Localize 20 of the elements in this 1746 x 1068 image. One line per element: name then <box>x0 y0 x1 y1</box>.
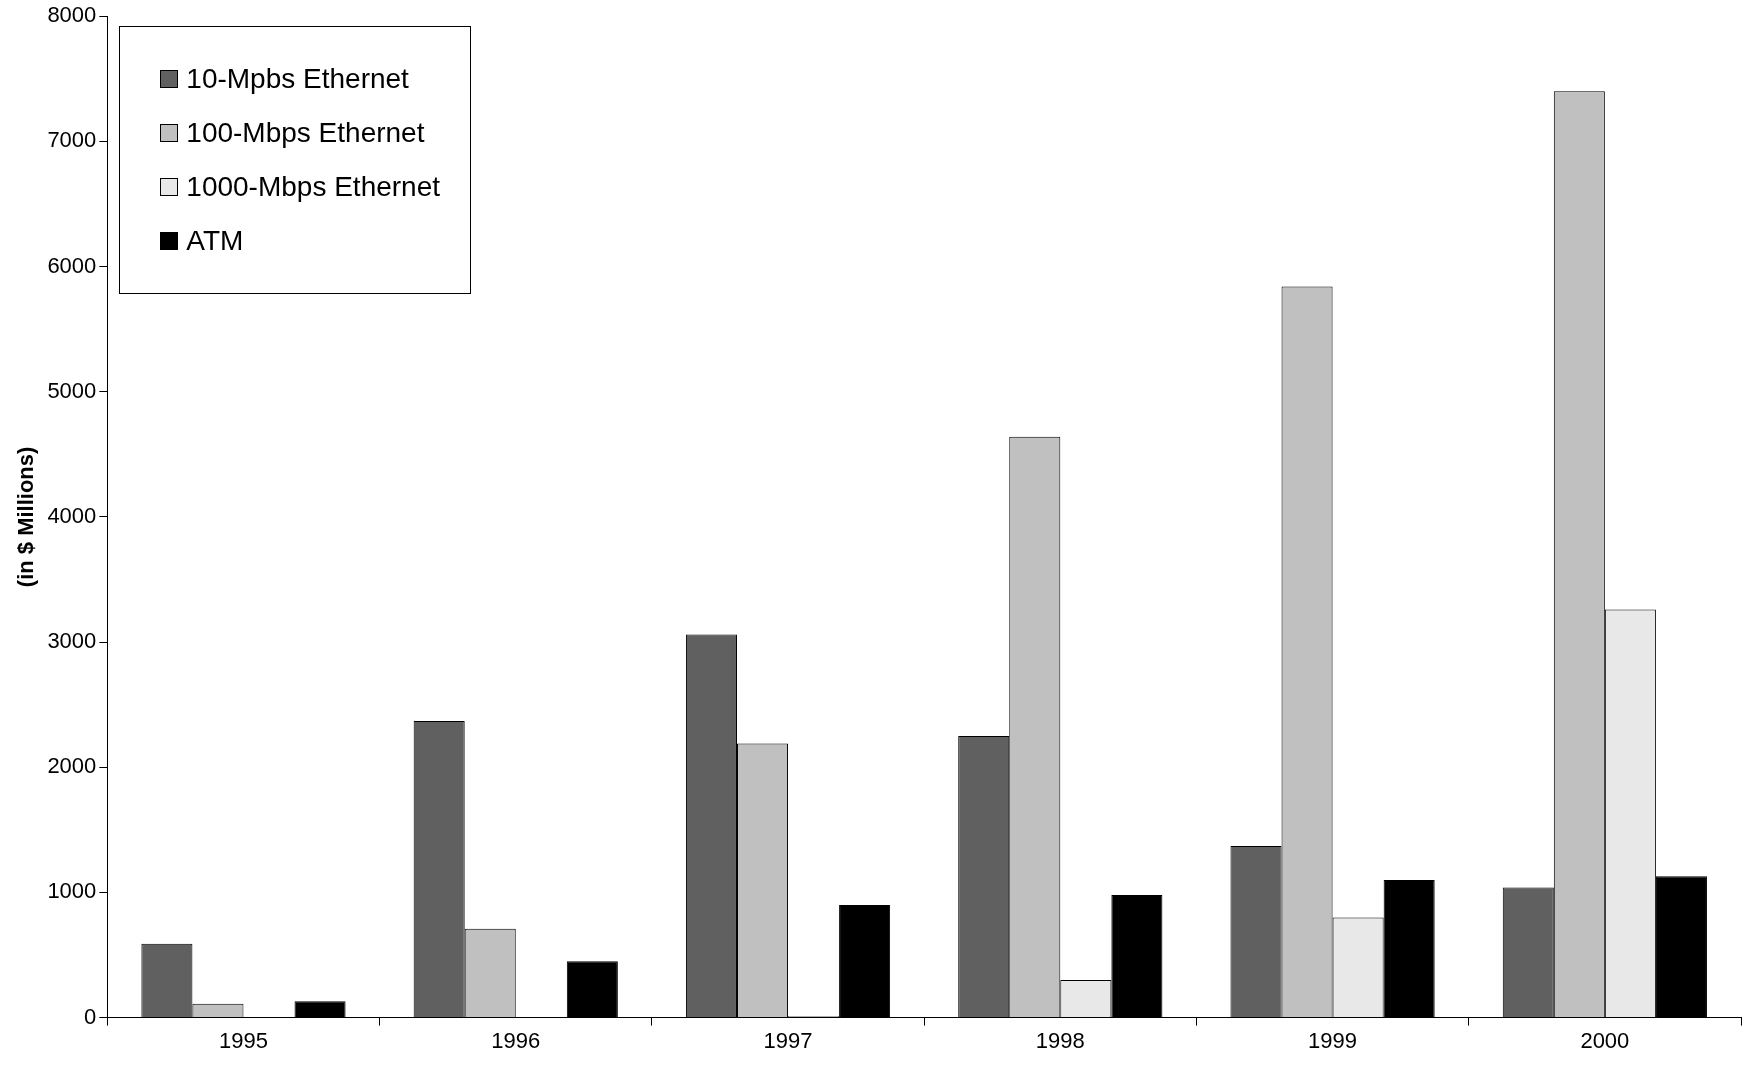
x-tick-label: 1996 <box>491 1027 541 1053</box>
y-tick-label: 6000 <box>47 252 97 278</box>
y-tick-label: 7000 <box>47 127 97 153</box>
x-tick-label: 1997 <box>763 1027 813 1053</box>
y-tick-label: 4000 <box>47 502 97 528</box>
y-tick-label: 2000 <box>47 753 97 779</box>
x-tick-label: 2000 <box>1580 1027 1630 1053</box>
y-tick-label: 5000 <box>47 377 97 403</box>
y-tick-label: 3000 <box>47 628 97 654</box>
y-axis-title: (in $ Millions) <box>13 446 39 588</box>
y-tick-label: 8000 <box>47 2 97 28</box>
x-tick-label: 1999 <box>1308 1027 1358 1053</box>
y-tick-label: 1000 <box>47 878 97 904</box>
legend-label: 10-Mpbs Ethernet <box>186 63 409 96</box>
legend-label: ATM <box>186 225 244 258</box>
legend-label: 100-Mbps Ethernet <box>186 117 425 150</box>
x-tick-label: 1995 <box>219 1027 268 1053</box>
x-tick-label: 1998 <box>1035 1027 1085 1053</box>
legend-label: 1000-Mbps Ethernet <box>186 171 441 204</box>
y-tick-label: 0 <box>84 1003 97 1029</box>
